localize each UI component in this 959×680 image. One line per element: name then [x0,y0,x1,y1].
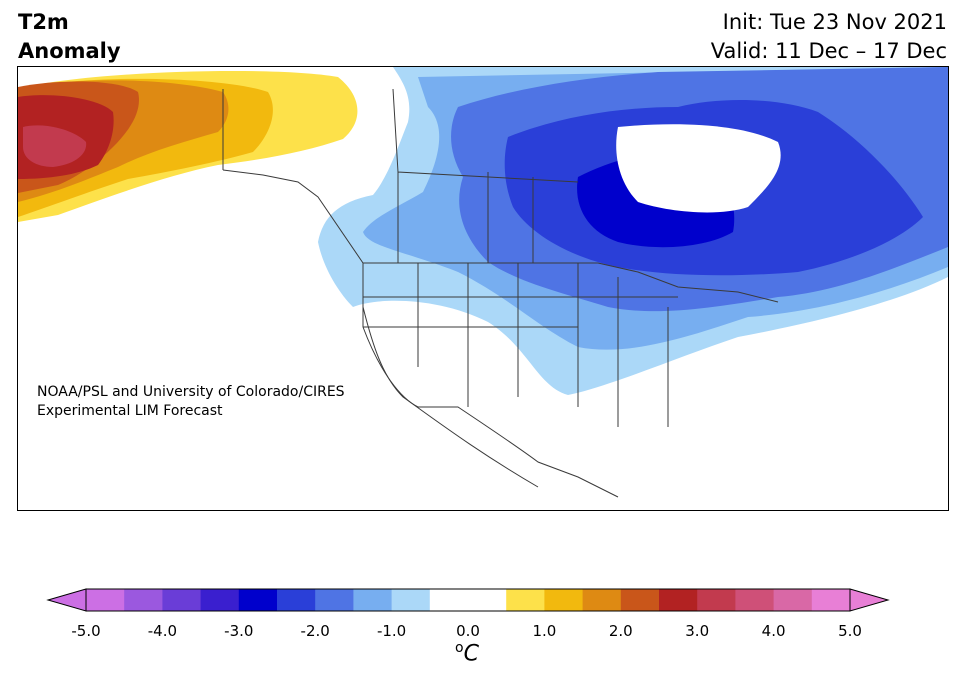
contour-pink [23,125,87,167]
colorbar-segment [697,589,736,611]
colorbar-segment [86,589,125,611]
colorbar-segment [468,589,507,611]
colorbar-unit: oC [455,640,479,666]
colorbar-segment [811,589,851,611]
init-date: Init: Tue 23 Nov 2021 [722,10,947,34]
colorbar-segment [544,589,584,611]
colorbar-tick-label: -3.0 [224,622,254,640]
colorbar-tick-label: -4.0 [147,622,178,640]
colorbar-segments [86,589,851,611]
credit-line-1: NOAA/PSL and University of Colorado/CIRE… [37,384,345,400]
unit-degree: o [455,640,464,656]
colorbar-tick-label: 4.0 [761,622,786,640]
colorbar-segment [735,589,775,611]
colorbar-segment [200,589,240,611]
colorbar-segment [124,589,163,611]
province-lines [392,88,579,263]
colorbar-segment [429,589,469,611]
warm-anomaly-region [18,70,358,222]
colorbar-segment [582,589,622,611]
colorbar-segment [353,589,393,611]
colorbar-tick-labels: -5.0 -4.0 -3.0 -2.0 -1.0 0.0 1.0 2.0 3.0 4.0 5.0 [0,622,959,642]
colorbar-segment [773,589,813,611]
colorbar-tick-label: 5.0 [838,622,862,640]
colorbar-over-arrow [849,588,890,612]
colorbar-tick-label: -1.0 [376,622,407,640]
colorbar-under-arrow [46,588,87,612]
valid-range: Valid: 11 Dec – 17 Dec [710,39,947,63]
colorbar-tick-label: -5.0 [71,622,101,640]
colorbar-tick-label: 2.0 [608,622,633,640]
colorbar-segment [315,589,354,611]
colorbar-segment [277,589,316,611]
us-state-lines [362,263,678,498]
colorbar-segment [238,589,278,611]
colorbar-tick-label: 1.0 [532,622,557,640]
colorbar [46,588,890,612]
colorbar-segment [162,589,202,611]
canada-us-border [222,169,779,303]
unit-letter: C [463,641,479,667]
colorbar-tick-label: -2.0 [300,622,330,640]
greenland-ice [616,124,781,213]
cold-anomaly-region [318,67,948,395]
colorbar-outline [85,588,851,612]
map-canvas [18,67,948,510]
title-line-1: T2m [18,10,69,34]
forecast-dates: Init: Tue 23 Nov 2021 Valid: 11 Dec – 17… [711,8,947,66]
colorbar-segment [620,589,660,611]
us-west-coast [362,306,539,488]
title-line-2: Anomaly [18,39,121,63]
colorbar-segment [391,589,431,611]
credit-text: NOAA/PSL and University of Colorado/CIRE… [37,383,345,421]
map-title: T2m Anomaly [18,8,121,66]
colorbar-tick-label: 0.0 [456,622,480,640]
colorbar-tick-label: 3.0 [685,622,710,640]
colorbar-segment [506,589,545,611]
boundaries [222,88,779,498]
colorbar-segment [659,589,698,611]
anomaly-map [17,66,949,511]
credit-line-2: Experimental LIM Forecast [37,403,223,419]
